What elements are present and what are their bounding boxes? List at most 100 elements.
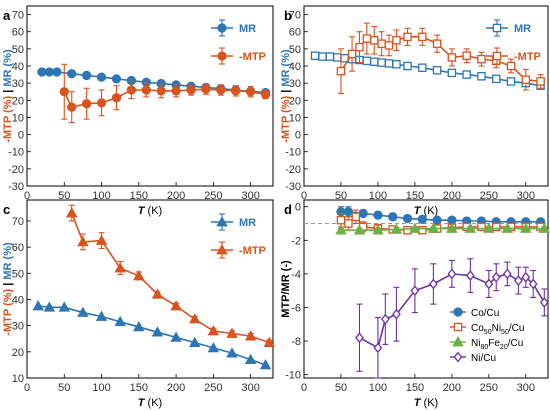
legend-label: Co50Ni50/Cu [471,323,524,336]
legend-marker [217,51,227,61]
legend-label-part: Fe [488,338,500,349]
y-axis-label-part: -MTP (%) [2,95,14,142]
data-point [170,300,182,311]
data-point [59,87,69,97]
legend-label: MR [239,217,256,229]
data-point [384,59,394,68]
y-tick-label: 40 [289,61,301,73]
data-point [417,214,427,224]
y-tick-label: 10 [12,112,24,124]
data-point [66,207,78,218]
x-axis-label-unit: (K) [421,205,439,217]
data-point [77,235,89,247]
x-tick-label: 100 [92,190,110,202]
data-point [43,301,56,312]
y-tick-label: -10 [8,147,24,159]
data-point [207,341,220,353]
legend-label: Ni/Cu [471,353,496,364]
panel-b: 0 50 100 150 200 250 300 -30 -20 -10 0 10 20 30 40 50 60… [280,5,549,217]
data-point [358,208,368,219]
y-axis-label-part: | [280,87,292,96]
y-tick-label: -6 [291,302,301,314]
y-tick-label: 70 [12,10,24,22]
data-point [216,85,226,95]
data-point [77,306,89,317]
y-axis-label: -MTP (%) | MR (%) [2,49,14,143]
data-point [156,86,166,96]
data-point [403,61,412,71]
data-point [58,301,70,312]
data-point [189,336,201,347]
x-tick-label: 200 [443,382,461,394]
series-MR [32,300,272,370]
data-point [392,308,401,320]
data-point [343,207,354,217]
y-tick-label: -8 [291,336,301,348]
data-point [355,42,364,52]
data-point [336,215,346,225]
data-point [170,331,182,342]
data-point [260,89,271,99]
x-tick-label: 100 [92,382,110,394]
x-tick-label: 150 [406,190,424,202]
data-point [447,268,457,280]
data-point [429,278,438,290]
data-point [111,93,122,103]
legend-label: -MTP [239,245,266,257]
y-tick-label: 0 [295,202,301,214]
data-point [114,315,126,327]
legend: MR -MTP [211,19,266,65]
y-tick-label: 20 [289,95,301,107]
data-point [372,224,384,235]
y-tick-label: 60 [12,242,24,254]
x-axis-label-var: T [414,397,422,409]
data-point [310,51,320,60]
data-point [244,353,257,365]
panel-label: c [3,202,10,217]
y-axis-label-part: | [2,280,14,289]
data-point [201,84,211,94]
y-axis-label-part: | [2,87,14,96]
legend-marker [216,244,228,255]
legend-label-part: 50 [484,329,492,336]
legend-label-part: 80 [480,344,488,351]
legend-label: MR [239,23,256,35]
legend: MR -MTP [211,213,266,259]
data-point [126,85,137,95]
data-point [501,222,514,233]
series--MTP [66,204,275,347]
data-point [171,86,181,96]
x-tick-label: 0 [301,382,307,394]
data-point [446,222,458,233]
data-point [491,271,501,283]
series-MR [310,51,545,90]
data-point [402,213,413,224]
data-point [133,321,145,332]
legend-marker [216,216,228,227]
x-axis-label-unit: (K) [421,397,439,409]
legend-label-part: Ni [471,338,480,349]
data-point [539,296,549,308]
data-point [373,342,383,354]
data-point [336,66,346,76]
legend-label-part: /Cu [509,323,525,334]
x-tick-label: 0 [301,190,307,202]
panel-label: a [3,8,11,23]
data-point [141,85,151,95]
data-point [384,41,394,50]
plot-frame [26,199,274,379]
y-tick-label: 0 [18,130,24,142]
data-point [521,75,531,84]
y-tick-label: -10 [285,370,301,382]
y-tick-label: 50 [12,268,24,280]
data-point [318,52,327,61]
data-point [32,300,44,311]
data-point [344,219,353,228]
y-axis-label-part: -MTP (%) [280,95,292,142]
x-tick-label: 200 [167,190,185,202]
y-tick-label: -30 [8,181,24,193]
y-tick-label: -20 [285,164,301,176]
y-tick-label: 50 [289,44,301,56]
x-tick-label: 100 [369,190,387,202]
